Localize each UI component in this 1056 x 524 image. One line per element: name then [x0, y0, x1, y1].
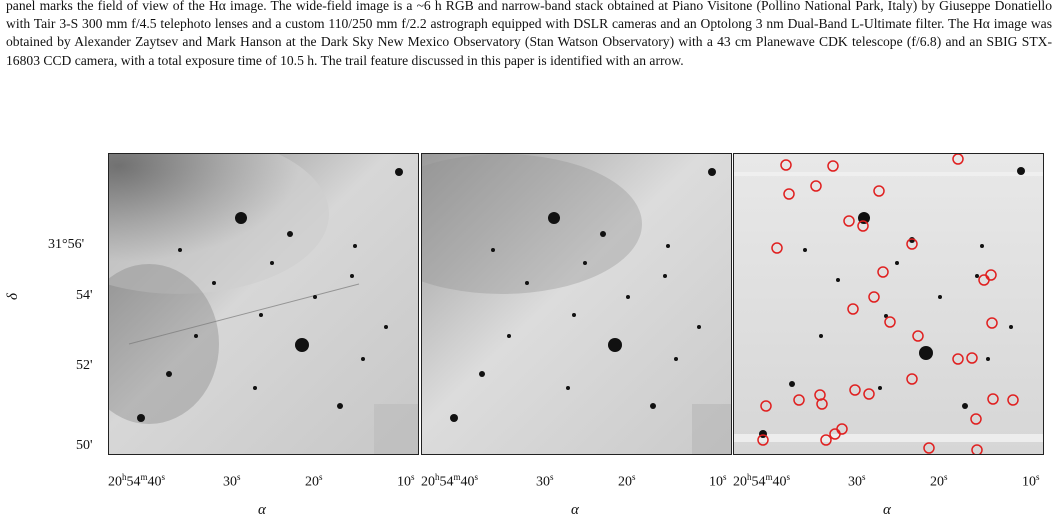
x-tick-label: 20s: [305, 472, 323, 490]
x-tick-label: 30s: [848, 472, 866, 490]
x-tick-label: 20h54m40s: [733, 472, 791, 490]
image-panel-right: [733, 153, 1044, 455]
x-tick-label: 20h54m40s: [421, 472, 479, 490]
x-axis-label: α: [883, 502, 891, 518]
x-tick-label: 20s: [930, 472, 948, 490]
right-image: [734, 154, 1043, 454]
y-tick-label: 50': [76, 438, 93, 453]
x-tick-label: 10s: [709, 472, 727, 490]
y-tick-label: 52': [76, 358, 93, 373]
x-axis-label: α: [571, 502, 579, 518]
x-tick-label: 10s: [397, 472, 415, 490]
x-tick-label: 10s: [1022, 472, 1040, 490]
x-tick-label: 30s: [536, 472, 554, 490]
figure-caption: panel marks the field of view of the Hα …: [6, 0, 1052, 70]
caption-text: panel marks the field of view of the Hα …: [6, 0, 1052, 68]
x-tick-label: 30s: [223, 472, 241, 490]
middle-image: [422, 154, 731, 454]
y-axis-label: δ: [4, 293, 21, 300]
x-tick-label: 20s: [618, 472, 636, 490]
image-panel-left: [108, 153, 419, 455]
image-panel-middle: [421, 153, 732, 455]
y-tick-label: 54': [76, 288, 93, 303]
x-axis-label: α: [258, 502, 266, 518]
x-tick-label: 20h54m40s: [108, 472, 166, 490]
left-image: [109, 154, 418, 454]
figure: δ 31°56' 54' 52' 50': [0, 150, 1056, 524]
y-tick-label: 31°56': [48, 237, 85, 252]
